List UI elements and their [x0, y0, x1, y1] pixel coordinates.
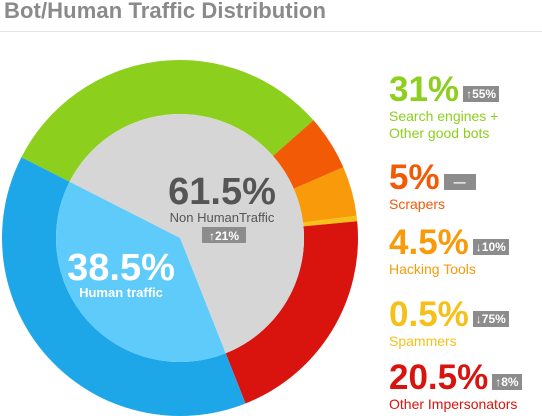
legend-label: Other Impersonators	[389, 396, 518, 412]
legend-item-scrapers: 5% — Scrapers	[389, 160, 476, 213]
inner-pie	[56, 113, 305, 362]
outer-slice-spammers	[303, 215, 358, 227]
pie-labels: 61.5%Non HumanTraffic ↑21% 38.5%Human traf…	[67, 171, 276, 300]
legend-change-badge: ↑8%	[492, 374, 522, 390]
outer-ring	[1, 60, 358, 416]
inner-slice-non-humantraffic	[69, 113, 305, 354]
outer-slice-search-engines-other-good-bots	[21, 60, 314, 182]
human-percent: 38.5%	[67, 247, 175, 289]
legend-change-badge: ↓75%	[472, 311, 509, 327]
legend-percent: 5%	[389, 158, 440, 197]
outer-slice-hacking-tools	[293, 167, 357, 223]
legend-label: Spammers	[389, 333, 457, 349]
legend-item-hacking-tools: 4.5% ↓10% Hacking Tools	[389, 225, 509, 278]
legend-change-badge: ↓10%	[472, 239, 509, 255]
donut-chart: 61.5%Non HumanTraffic ↑21% 38.5%Human traf…	[1, 60, 358, 416]
legend-change-badge: ↑55%	[463, 86, 500, 102]
legend-percent: 31%	[389, 70, 460, 109]
legend-head: 5% —	[389, 160, 476, 196]
human-label: Human traffic	[79, 285, 163, 300]
legend-change-badge: —	[443, 174, 476, 190]
legend-head: 4.5% ↓10%	[389, 225, 509, 261]
non-human-percent: 61.5%	[168, 171, 276, 213]
inner-slice-human-traffic	[56, 181, 226, 362]
non-human-label: Non HumanTraffic	[170, 210, 275, 225]
outer-slice-other-impersonators	[225, 221, 358, 404]
legend-head: 31% ↑55%	[389, 70, 500, 109]
legend-percent: 0.5%	[389, 295, 469, 334]
legend-percent: 4.5%	[389, 223, 469, 262]
legend-item-spammers: 0.5% ↓75% Spammers	[389, 297, 509, 350]
legend-label: Hacking Tools	[389, 261, 476, 277]
legend-label: Other good bots	[389, 125, 490, 141]
legend-item-search-engines-other-good-bots: 31% ↑55% Search engines + Other good bots	[389, 70, 500, 142]
title-divider	[0, 31, 542, 32]
legend-label: Scrapers	[389, 196, 446, 212]
outer-slice-human-traffic	[1, 157, 246, 416]
legend-head: 20.5% ↑8%	[389, 360, 522, 396]
chart-title: Bot/Human Traffic Distribution	[4, 0, 326, 23]
legend-head: 0.5% ↓75%	[389, 297, 509, 333]
legend-percent: 20.5%	[389, 358, 489, 397]
non-human-change-badge	[202, 227, 246, 243]
outer-slice-scrapers	[273, 120, 344, 189]
non-human-change: ↑21%	[209, 229, 239, 243]
legend-label: Search engines +	[389, 108, 499, 124]
legend-item-other-impersonators: 20.5% ↑8% Other Impersonators	[389, 360, 522, 413]
